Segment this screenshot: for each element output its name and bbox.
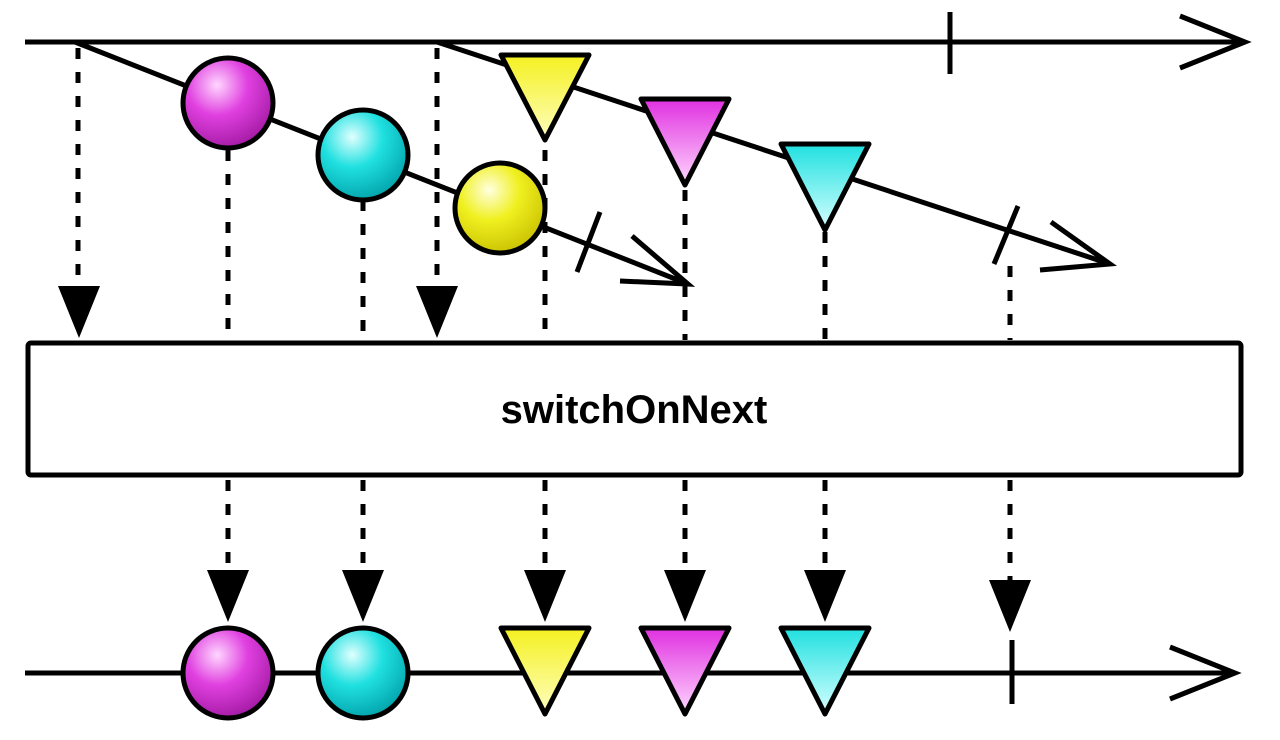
input-triangle-yellow bbox=[498, 52, 592, 143]
arrowhead-icon bbox=[58, 286, 100, 338]
arrowhead-icon bbox=[804, 570, 846, 622]
output-marble-cyan bbox=[315, 625, 411, 721]
input-marble-cyan bbox=[315, 107, 411, 203]
outer-timeline bbox=[25, 12, 1252, 74]
output-triangle-yellow bbox=[498, 625, 592, 717]
arrowhead-icon bbox=[989, 580, 1031, 632]
input-triangle-cyan bbox=[778, 141, 872, 233]
output-triangle-cyan bbox=[778, 625, 872, 717]
arrowhead-icon bbox=[416, 286, 458, 338]
output-arrowheads bbox=[207, 570, 1031, 632]
arrowhead-icon bbox=[524, 570, 566, 622]
operator-label: switchOnNext bbox=[501, 388, 768, 432]
arrowhead-icon bbox=[342, 570, 384, 622]
output-marble-magenta bbox=[180, 625, 276, 721]
input-marble-magenta bbox=[180, 55, 276, 151]
inner-stream-2-termination-tick bbox=[991, 205, 1021, 265]
input-drop-lines bbox=[75, 48, 1013, 340]
input-triangle-magenta bbox=[638, 96, 732, 188]
output-drop-lines bbox=[225, 480, 1013, 580]
output-triangle-magenta bbox=[638, 625, 732, 717]
inner-stream-1-termination-tick bbox=[574, 211, 603, 273]
arrowhead-icon bbox=[207, 570, 249, 622]
input-arrowheads bbox=[58, 286, 458, 338]
operator-box: switchOnNext bbox=[25, 340, 1244, 478]
input-marble-yellow bbox=[452, 160, 548, 256]
arrowhead-icon bbox=[664, 570, 706, 622]
